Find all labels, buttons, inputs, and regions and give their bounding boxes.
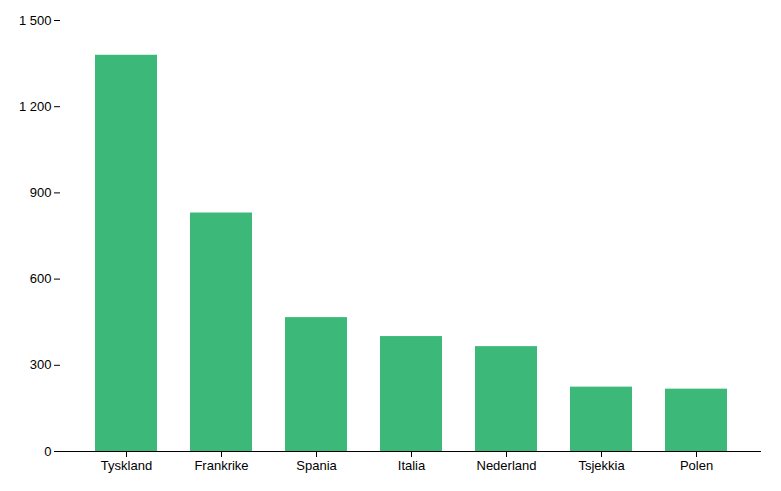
- svg-text:Tsjekkia: Tsjekkia: [578, 458, 625, 473]
- svg-text:1 200: 1 200: [19, 99, 52, 114]
- svg-text:900: 900: [30, 185, 52, 200]
- svg-text:Polen: Polen: [680, 458, 713, 473]
- svg-text:Spania: Spania: [296, 458, 337, 473]
- svg-text:0: 0: [44, 444, 51, 459]
- svg-text:Italia: Italia: [398, 458, 426, 473]
- svg-text:1 500: 1 500: [19, 13, 52, 28]
- svg-text:300: 300: [30, 357, 52, 372]
- svg-text:Nederland: Nederland: [477, 458, 537, 473]
- svg-text:600: 600: [30, 271, 52, 286]
- svg-text:Frankrike: Frankrike: [194, 458, 248, 473]
- svg-text:Tyskland: Tyskland: [101, 458, 152, 473]
